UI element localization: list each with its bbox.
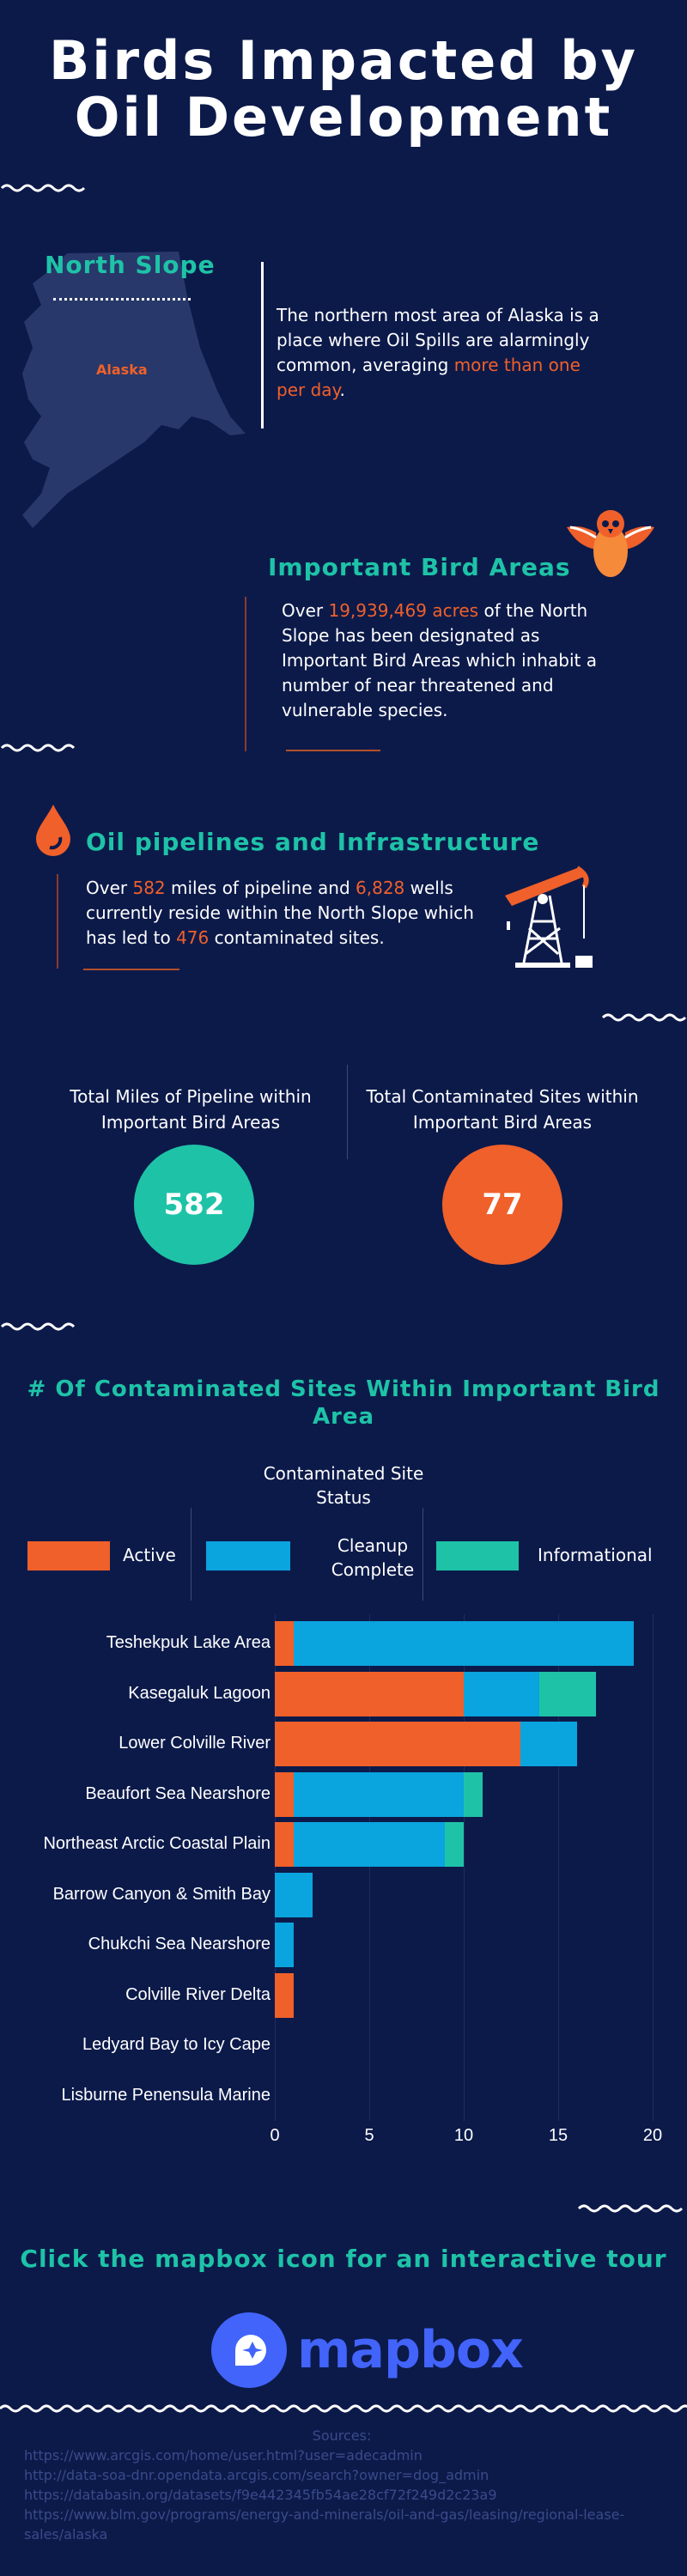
x-tick-label: 20 [642, 2126, 663, 2145]
category-label: Northeast Arctic Coastal Plain [43, 1834, 271, 1853]
category-label: Beaufort Sea Nearshore [85, 1783, 271, 1803]
sources: Sources: https://www.arcgis.com/home/use… [24, 2426, 660, 2544]
bar-chart: 0 5 10 15 20 Teshekpuk Lake Area Kasegaluk Lag… [0, 1614, 687, 2164]
north-slope-text: The northern most area of Alaska is a pl… [277, 305, 599, 400]
gridline [464, 1614, 465, 2121]
bar-segment [275, 1722, 520, 1766]
divider-line [261, 262, 264, 428]
x-tick-label: 5 [364, 2126, 374, 2145]
gridline [369, 1614, 370, 2121]
legend-swatch-cleanup [206, 1541, 290, 1571]
oil-drop-icon [36, 805, 70, 856]
bar-segment [464, 1771, 483, 1817]
source-link[interactable]: https://www.blm.gov/programs/energy-and-… [24, 2506, 625, 2543]
north-slope-heading: North Slope [45, 251, 216, 279]
legend-label-active: Active [123, 1545, 176, 1565]
wave-divider [0, 2404, 687, 2413]
bar-segment [520, 1722, 577, 1766]
source-link[interactable]: https://www.arcgis.com/home/user.html?us… [24, 2447, 423, 2464]
sites-stat-label: Total Contaminated Sites within Importan… [366, 1086, 639, 1133]
category-label: Chukchi Sea Nearshore [88, 1935, 271, 1953]
bar-segment [275, 1822, 294, 1867]
oil-pump-icon [505, 866, 593, 968]
alaska-map [22, 252, 246, 528]
gridline [558, 1614, 559, 2121]
source-link[interactable]: http://data-soa-dnr.opendata.arcgis.com/… [24, 2467, 489, 2483]
wave-divider [0, 1322, 76, 1331]
gridline [653, 1614, 654, 2121]
map-label: Alaska [96, 361, 148, 378]
x-tick-label: 10 [453, 2126, 474, 2145]
bar-segment [294, 1822, 445, 1867]
title-line-2: Oil Development [74, 86, 613, 149]
bar-segment [294, 1771, 464, 1817]
miles-stat-label: Total Miles of Pipeline within Important… [70, 1086, 312, 1133]
sources-title: Sources: [312, 2427, 372, 2444]
gridline [275, 1614, 276, 2121]
underline-accent [83, 969, 179, 970]
x-tick-label: 15 [548, 2126, 568, 2145]
source-link[interactable]: https://databasin.org/datasets/f9e442345… [24, 2487, 497, 2503]
legend-swatch-informational [436, 1541, 519, 1571]
category-label: Lower Colville River [119, 1734, 271, 1753]
underline-accent [286, 750, 380, 751]
title-line-1: Birds Impacted by [48, 29, 639, 92]
pipelines-text: Over 582 miles of pipeline and 6,828 wel… [86, 878, 474, 948]
category-label: Ledyard Bay to Icy Cape [82, 2035, 271, 2054]
category-label: Kasegaluk Lagoon [128, 1683, 271, 1703]
bar-segment [275, 1671, 464, 1716]
bird-areas-heading: Important Bird Areas [268, 553, 571, 581]
bar-segment [445, 1822, 464, 1867]
bar-segment [294, 1621, 634, 1666]
page-title: Birds Impacted by Oil Development [0, 33, 687, 146]
bar-segment [275, 1972, 294, 2018]
bar-segment [539, 1671, 596, 1716]
bar-segment [275, 1621, 294, 1666]
bird-areas-text: Over 19,939,469 acres of the North Slope… [282, 600, 598, 720]
category-label: Teshekpuk Lake Area [106, 1633, 271, 1652]
cta-text: Click the mapbox icon for an interactive… [20, 2245, 667, 2273]
bar-segment [464, 1671, 539, 1716]
owl-icon [567, 510, 654, 577]
wave-divider [0, 184, 86, 192]
mapbox-wordmark[interactable]: mapbox [297, 2320, 524, 2380]
legend-label-cleanup: Cleanup Complete [331, 1535, 415, 1580]
heading-underline [53, 298, 191, 301]
legend-label-informational: Informational [538, 1545, 653, 1565]
chart-title: # Of Contaminated Sites Within Important… [27, 1376, 660, 1430]
mapbox-logo-button[interactable]: mapbox [210, 2310, 524, 2391]
category-label: Barrow Canyon & Smith Bay [52, 1884, 271, 1904]
category-label: Colville River Delta [125, 1984, 271, 2004]
wave-divider [577, 2204, 684, 2213]
legend-divider [191, 1508, 192, 1601]
x-tick-label: 0 [270, 2126, 280, 2145]
pipelines-heading: Oil pipelines and Infrastructure [86, 828, 540, 856]
divider-line [57, 874, 58, 969]
legend-title: Contaminated Site Status [263, 1463, 424, 1508]
divider-line [347, 1065, 348, 1159]
miles-stat-circle: 582 [134, 1145, 254, 1265]
bar-segment [275, 1872, 313, 1917]
mapbox-icon[interactable] [210, 2311, 289, 2390]
wave-divider [0, 744, 76, 752]
category-label: Lisburne Penensula Marine [61, 2085, 271, 2105]
sites-stat-circle: 77 [442, 1145, 562, 1265]
divider-line [245, 597, 246, 751]
bar-segment [275, 1923, 294, 1967]
legend-swatch-active [27, 1541, 110, 1571]
wave-divider [601, 1013, 687, 1022]
bar-segment [275, 1771, 294, 1817]
